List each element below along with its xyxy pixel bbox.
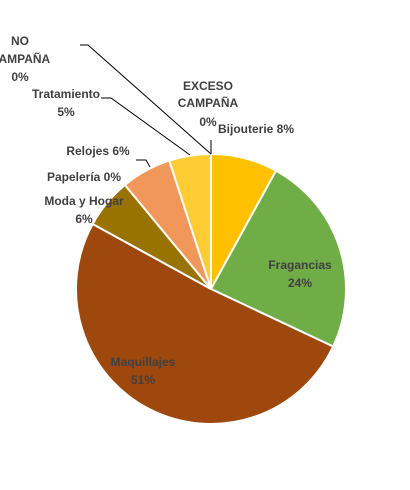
label-exceso-campana-2: 0% (199, 115, 217, 129)
label-moda-y-hogar-0: Moda y Hogar (44, 194, 124, 208)
leader-line-tratamiento (101, 97, 191, 156)
label-tratamiento-1: 5% (57, 105, 75, 119)
leader-line-no-campana (80, 44, 212, 155)
label-maquillajes-0: Maquillajes (111, 355, 176, 369)
label-no-campana-1: CAMPAÑA (0, 51, 51, 66)
label-maquillajes-1: 51% (131, 373, 155, 387)
label-no-campana-0: NO (11, 34, 29, 48)
label-tratamiento-0: Tratamiento (32, 87, 100, 101)
label-papeleria: Papelería 0% (47, 170, 121, 184)
label-no-campana-2: 0% (11, 70, 29, 84)
label-moda-y-hogar-1: 6% (75, 212, 93, 226)
label-fragancias-0: Fragancias (268, 258, 332, 272)
label-fragancias-1: 24% (288, 276, 312, 290)
leader-lines (80, 44, 212, 168)
label-bijouterie: Bijouterie 8% (218, 122, 294, 136)
label-exceso-campana-1: CAMPAÑA (178, 95, 239, 110)
leader-line-relojes (136, 159, 151, 168)
slice-fragancias (209, 169, 347, 348)
label-relojes: Relojes 6% (66, 144, 130, 158)
pie-slices (74, 152, 347, 426)
label-exceso-campana-0: EXCESO (183, 79, 233, 93)
slice-labels: Bijouterie 8% Fragancias 24% Maquillajes 51%… (0, 34, 332, 387)
slice-maquillajes (74, 222, 335, 426)
